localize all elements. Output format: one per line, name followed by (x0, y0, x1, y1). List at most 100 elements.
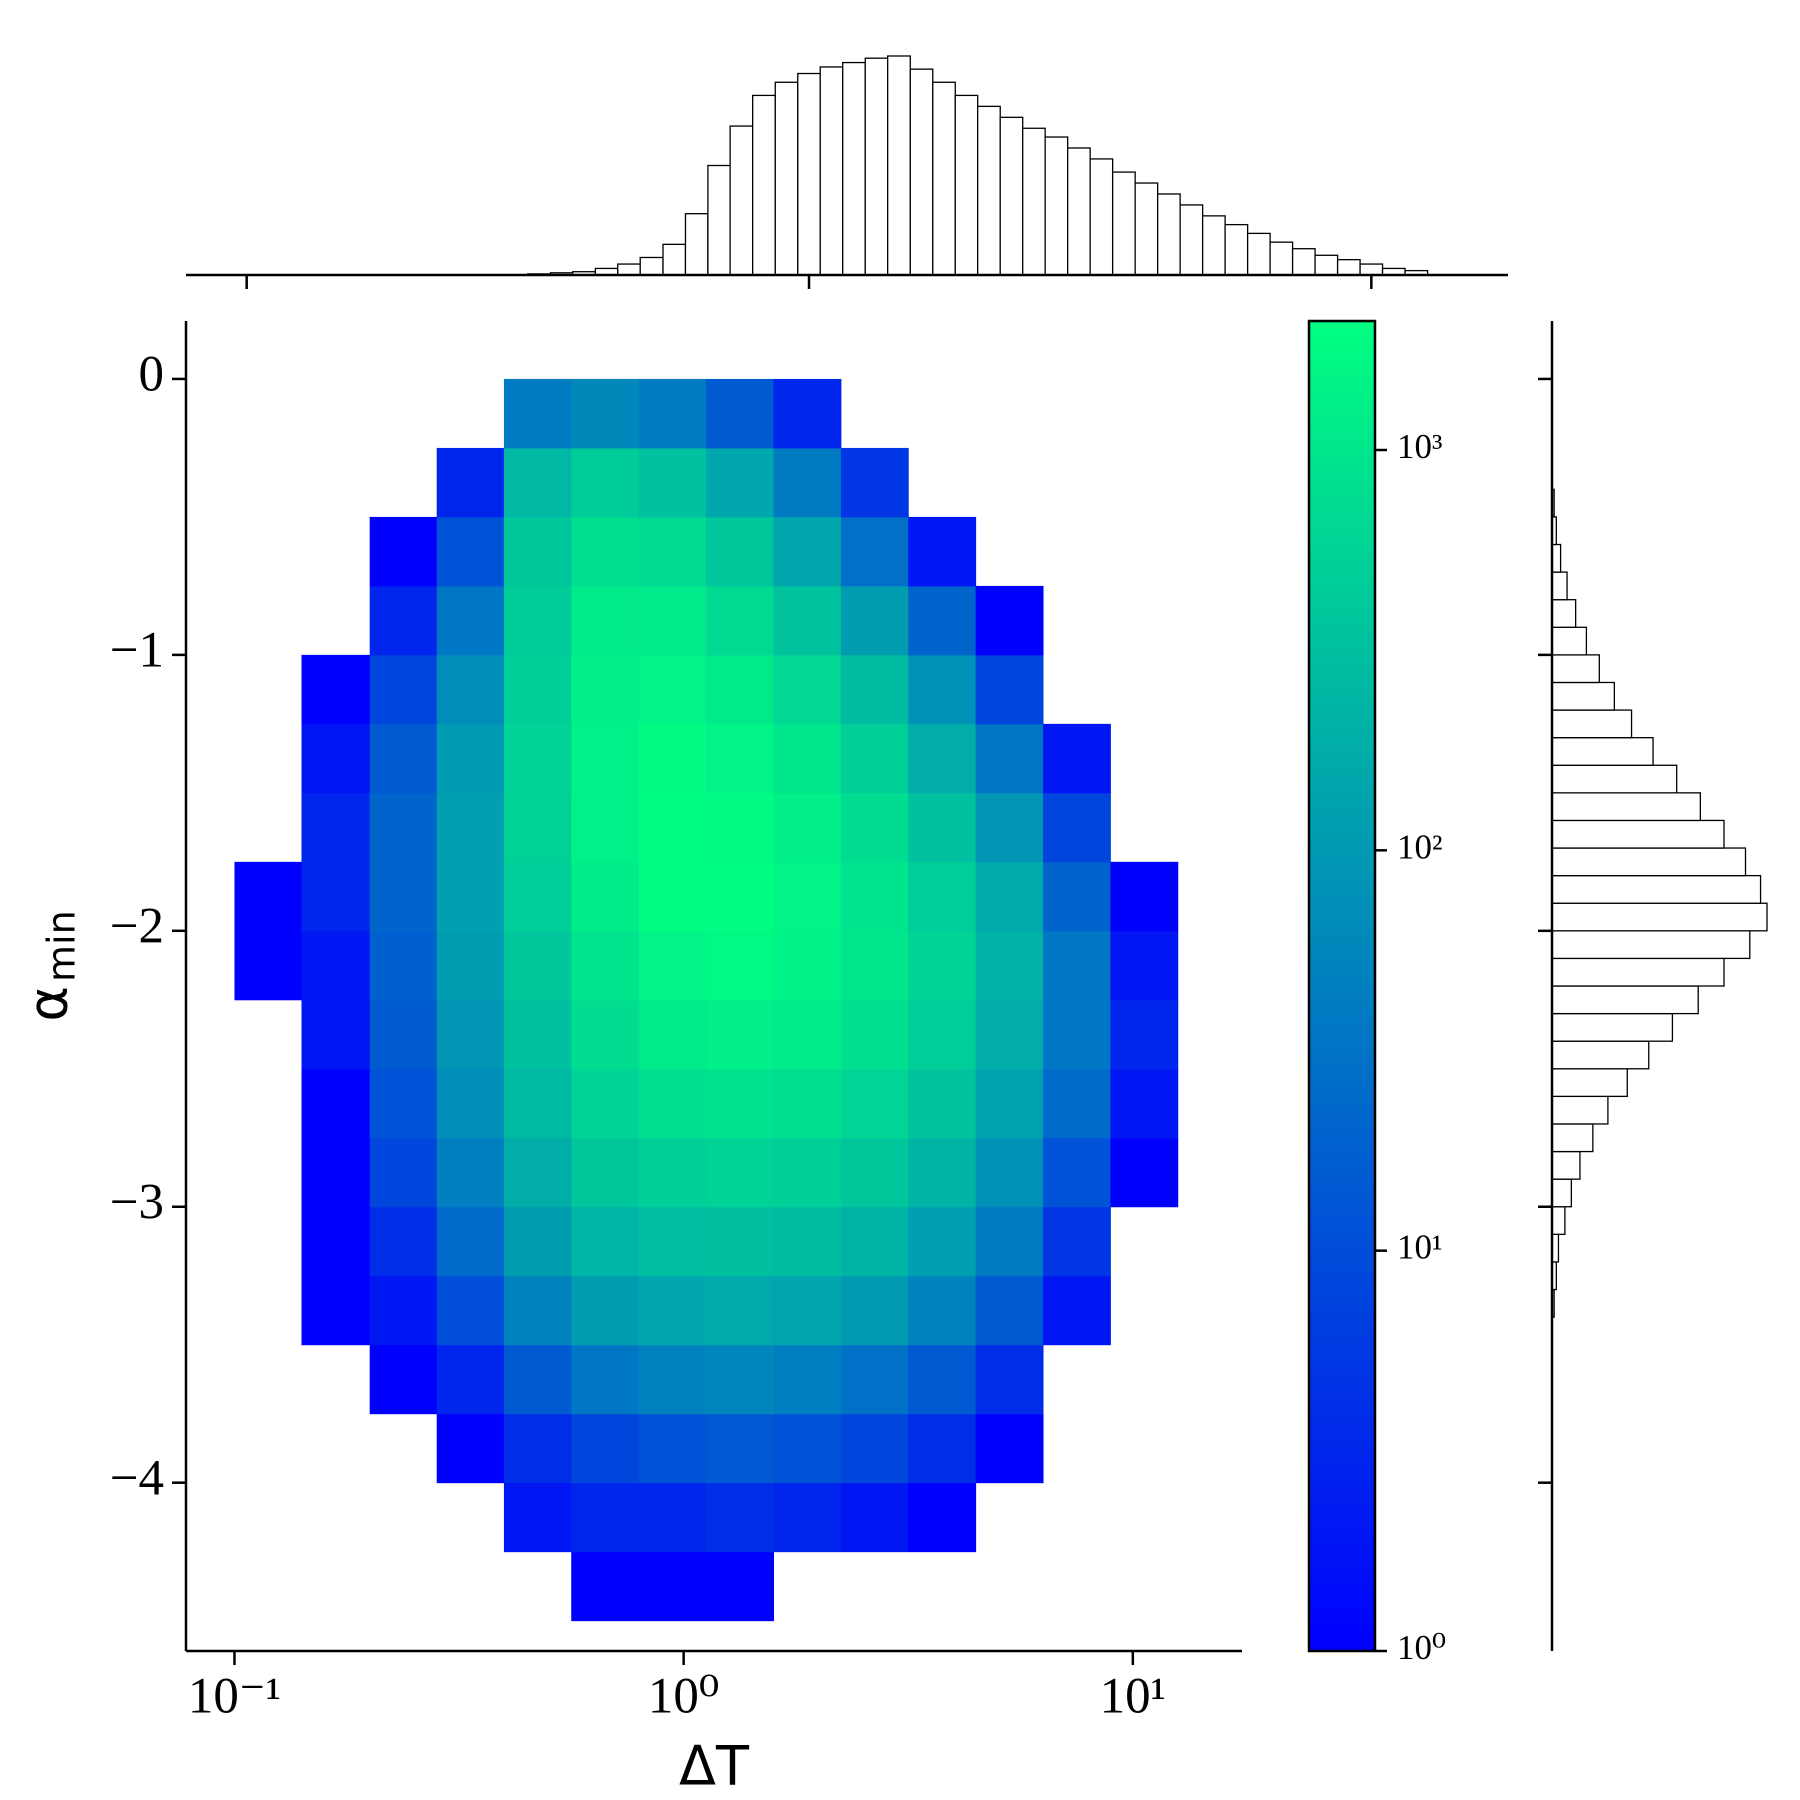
heatmap-cell (908, 1482, 977, 1553)
heatmap-cell (706, 1413, 774, 1484)
heatmap-cell (571, 1482, 640, 1553)
heatmap-cell (301, 861, 371, 932)
heatmap-cell (638, 1206, 707, 1277)
heatmap-cell (908, 1068, 977, 1139)
histogram-bar (1551, 681, 1615, 711)
histogram-bar (1314, 254, 1339, 276)
heatmap-cell (908, 1344, 977, 1415)
heatmap-cell (436, 516, 505, 587)
heatmap-cell (638, 1068, 707, 1139)
heatmap-cell (503, 378, 572, 449)
heatmap-cell (301, 654, 371, 725)
heatmap-cell (301, 723, 371, 794)
heatmap-cell (773, 378, 842, 449)
heatmap-cell (908, 654, 977, 725)
histogram-bar (842, 61, 866, 276)
heatmap-cell (975, 723, 1044, 794)
histogram-bar (774, 81, 799, 276)
heatmap-cell (840, 1275, 909, 1346)
heatmap-cell (638, 1344, 707, 1415)
heatmap-cell (773, 585, 842, 656)
heatmap-cell (503, 723, 572, 794)
heatmap-cell (840, 654, 909, 725)
heatmap-cell (773, 1344, 842, 1415)
heatmap-cell (301, 1275, 371, 1346)
heatmap-cell (571, 861, 640, 932)
heatmap-cell (840, 792, 909, 863)
heatmap-cell (571, 378, 640, 449)
heatmap-cell (369, 1344, 438, 1415)
heatmap-cell (436, 792, 505, 863)
heatmap-cell (638, 1482, 707, 1553)
histogram-bar (1359, 263, 1384, 276)
heatmap-cell (503, 930, 572, 1001)
heatmap-cell (301, 1137, 371, 1208)
heatmap-cell (571, 930, 640, 1001)
heatmap-cell (975, 999, 1044, 1070)
heatmap-cell (908, 861, 977, 932)
histogram-bar (1246, 232, 1271, 276)
heatmap-cell (706, 1551, 774, 1622)
colorbar-tick-label: 10³ (1397, 427, 1443, 466)
histogram-bar (954, 94, 979, 276)
heatmap-cell (1043, 1068, 1111, 1139)
heatmap-cell (1043, 930, 1111, 1001)
heatmap-cell (908, 1275, 977, 1346)
heatmap-cell (436, 1344, 505, 1415)
histogram-bar (1551, 847, 1747, 877)
heatmap-cell (773, 1275, 842, 1346)
heatmap-cell (503, 1482, 572, 1553)
heatmap-cell (840, 1206, 909, 1277)
heatmap-cell (1043, 1137, 1111, 1208)
heatmap-cell (773, 861, 842, 932)
heatmap-cell (436, 999, 505, 1070)
heatmap-cell (706, 1482, 774, 1553)
heatmap-cell (503, 792, 572, 863)
heatmap-cell (503, 1413, 572, 1484)
heatmap-cell (369, 792, 438, 863)
x-tick-label: 10⁰ (648, 1669, 719, 1725)
histogram-bar (1551, 1178, 1573, 1208)
heatmap-cell (436, 930, 505, 1001)
histogram-bar (1134, 182, 1159, 276)
y-tick-label: 0 (139, 347, 165, 403)
heatmap-cell (773, 1413, 842, 1484)
heatmap-cell (638, 861, 707, 932)
histogram-bar (684, 213, 709, 276)
heatmap-cell (369, 516, 438, 587)
heatmap-cell (638, 1551, 707, 1622)
histogram-bar (1551, 957, 1725, 987)
heatmap-cell (975, 1137, 1044, 1208)
heatmap-cell (301, 930, 371, 1001)
y-tick-label: −2 (110, 899, 164, 955)
heatmap-cell (706, 792, 774, 863)
heatmap-cell (369, 723, 438, 794)
heatmap-cell (571, 1206, 640, 1277)
heatmap-cell (638, 585, 707, 656)
histogram-bar (1551, 737, 1654, 766)
histogram-bar (1551, 1123, 1594, 1153)
heatmap-cell (571, 1344, 640, 1415)
histogram-bar (1111, 171, 1136, 276)
histogram-bar (864, 57, 889, 276)
heatmap-cell (369, 1206, 438, 1277)
heatmap-cell (908, 1413, 977, 1484)
heatmap-cell (773, 447, 842, 518)
histogram-bar (752, 94, 776, 276)
heatmap-cell (503, 1344, 572, 1415)
heatmap-cell (975, 585, 1044, 656)
heatmap-cell (840, 1068, 909, 1139)
histogram-bar (1224, 223, 1249, 276)
heatmap-cell (503, 447, 572, 518)
heatmap-cell (773, 1068, 842, 1139)
heatmap-cell (706, 1206, 774, 1277)
heatmap-cell (503, 999, 572, 1070)
heatmap-cell (908, 585, 977, 656)
heatmap-cell (908, 999, 977, 1070)
heatmap-cell (706, 654, 774, 725)
histogram-bar (639, 256, 664, 276)
heatmap-cell (706, 1344, 774, 1415)
heatmap-cell (436, 585, 505, 656)
heatmap-cell (773, 1206, 842, 1277)
histogram-bar (1551, 902, 1768, 932)
